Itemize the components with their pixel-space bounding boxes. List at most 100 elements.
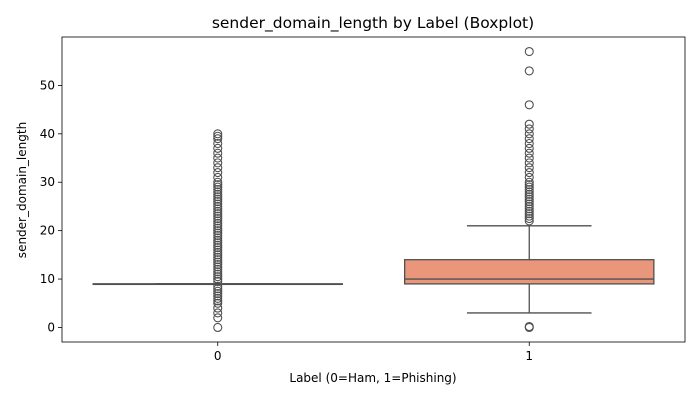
outlier-point (524, 201, 534, 211)
outlier-point (524, 206, 534, 216)
outlier-point (213, 240, 223, 250)
outlier-point (524, 138, 534, 149)
outlier-point (213, 262, 223, 272)
outlier-point (213, 206, 223, 216)
outlier-point (524, 189, 534, 199)
outlier-point (213, 250, 223, 260)
outlier-point (213, 211, 223, 221)
outlier-point (213, 223, 223, 233)
outlier-point (524, 119, 534, 129)
outlier-point (213, 233, 223, 243)
outlier-point (213, 163, 223, 173)
outlier-point (213, 230, 223, 241)
outlier-point (213, 184, 223, 195)
outlier-point (213, 247, 223, 257)
outlier-point (213, 238, 223, 248)
outlier-point (213, 216, 223, 226)
box-group-0 (92, 129, 343, 333)
y-tick-label: 30 (40, 175, 55, 189)
outlier-point (213, 293, 223, 303)
outlier-point (213, 252, 223, 262)
y-tick-label: 40 (40, 127, 55, 141)
y-axis: 0 10 20 30 40 50 (40, 78, 62, 334)
outlier-point (213, 308, 223, 318)
outlier-point (524, 204, 534, 214)
y-axis-label: sender_domain_length (15, 122, 29, 258)
outlier-point (213, 267, 223, 277)
outlier-point (213, 177, 223, 187)
outlier-point (524, 124, 534, 134)
outlier-point (524, 192, 534, 202)
outlier-point (524, 158, 534, 168)
outlier-point (213, 148, 223, 158)
outlier-point (213, 134, 223, 144)
outlier-point (524, 209, 534, 219)
outlier-point (213, 226, 223, 236)
outlier-point (524, 213, 534, 224)
y-tick-label: 10 (40, 272, 55, 286)
outlier-point (524, 168, 534, 178)
outlier-point (213, 228, 223, 238)
outlier-point (524, 66, 534, 76)
outlier-point (524, 187, 534, 197)
outlier-point (524, 321, 534, 332)
outlier-point (213, 243, 223, 253)
outlier-point (524, 177, 534, 187)
x-tick-label: 1 (525, 349, 533, 363)
outlier-point (213, 298, 223, 308)
outlier-point (524, 134, 534, 144)
plot-frame (61, 36, 686, 343)
x-tick-label: 0 (214, 349, 222, 363)
outlier-point (524, 163, 534, 173)
outlier-point (213, 194, 223, 204)
outlier-point (524, 129, 534, 139)
outlier-point (213, 129, 223, 139)
outlier-point (213, 192, 223, 202)
outlier-point (213, 172, 223, 182)
outlier-point (213, 255, 223, 265)
outlier-point (213, 322, 223, 333)
y-tick-label: 20 (40, 224, 55, 238)
outlier-point (524, 197, 534, 207)
outlier-point (524, 184, 534, 195)
outlier-point (213, 199, 223, 209)
outlier-point (213, 291, 223, 301)
outlier-point (213, 182, 223, 192)
y-tick-label: 0 (47, 320, 55, 334)
outlier-point (524, 182, 534, 192)
outlier-point (213, 257, 223, 267)
outlier-point (213, 274, 223, 284)
outlier-point (524, 100, 534, 110)
outlier-point (213, 138, 223, 149)
outlier-point (524, 153, 534, 163)
outlier-point (213, 286, 223, 296)
outlier-point (213, 180, 223, 190)
outlier-point (213, 276, 223, 287)
outlier-point (213, 259, 223, 270)
outlier-point (213, 213, 223, 224)
box-iqr (403, 259, 655, 285)
outlier-point (524, 148, 534, 158)
y-tick-label: 50 (40, 78, 55, 92)
outlier-point (213, 218, 223, 228)
outlier-point (213, 201, 223, 211)
outlier-point (213, 289, 223, 299)
box-group-1 (403, 46, 655, 333)
x-axis-label: Label (0=Ham, 1=Phishing) (289, 371, 456, 385)
outlier-point (524, 216, 534, 226)
outlier-point (213, 143, 223, 153)
outlier-point (524, 46, 534, 57)
outlier-point (213, 204, 223, 214)
outlier-point (524, 199, 534, 209)
outlier-point (213, 235, 223, 245)
outlier-point (213, 245, 223, 255)
outlier-point (213, 303, 223, 313)
outlier-point (213, 269, 223, 279)
outlier-point (213, 197, 223, 207)
outlier-point (524, 180, 534, 190)
outlier-point (213, 281, 223, 291)
outlier-point (213, 221, 223, 231)
